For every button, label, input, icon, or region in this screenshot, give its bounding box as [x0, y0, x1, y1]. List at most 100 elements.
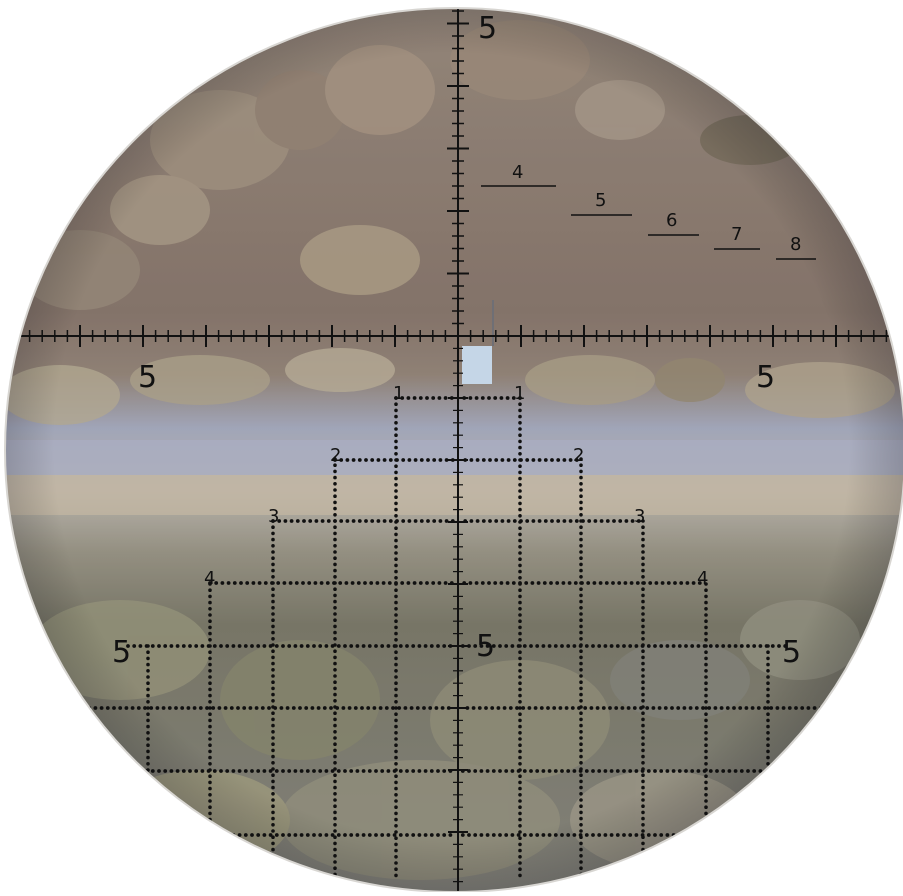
grid-dot: [163, 644, 168, 648]
grid-dot: [628, 769, 633, 773]
grid-dot: [518, 675, 522, 679]
grid-dot: [493, 396, 498, 400]
grid-dot: [611, 581, 615, 585]
grid-dot: [641, 575, 645, 579]
grid-dot: [518, 613, 522, 617]
grid-dot: [518, 464, 522, 469]
grid-dot: [413, 519, 418, 523]
grid-dot: [732, 706, 736, 710]
grid-dot: [279, 706, 284, 710]
grid-dot: [499, 581, 504, 585]
grid-dot: [560, 644, 564, 648]
grid-dot: [562, 519, 567, 523]
grid-dot: [394, 786, 398, 791]
grid-dot: [657, 706, 662, 710]
grid-dot: [394, 476, 398, 481]
grid-dot: [579, 519, 583, 523]
grid-dot: [632, 706, 637, 710]
grid-dot: [591, 833, 595, 837]
grid-dot: [579, 488, 583, 492]
center-lower-label: 5: [476, 629, 495, 664]
grid-dot: [641, 773, 645, 778]
grid-dot: [271, 742, 275, 747]
grid-dot: [333, 823, 337, 827]
grid-dot: [473, 644, 478, 648]
grid-dot: [163, 769, 168, 773]
grid-dot: [333, 469, 337, 474]
grid-dot: [530, 581, 535, 585]
grid-dot: [333, 482, 337, 486]
grid-dot: [386, 833, 391, 837]
grid-dot: [248, 706, 253, 710]
grid-dot: [641, 525, 645, 530]
holdover-label-6: 6: [666, 210, 677, 231]
grid-dot: [146, 768, 150, 772]
grid-dot: [333, 587, 337, 592]
grid-dot: [688, 706, 693, 710]
grid-dot: [146, 687, 150, 692]
grid-dot: [394, 588, 398, 593]
grid-dot: [552, 706, 557, 710]
grid-dot: [146, 712, 150, 717]
grid-dot: [579, 854, 583, 858]
grid-dot: [498, 644, 502, 648]
grid-dot: [394, 551, 398, 555]
grid-dot: [653, 833, 657, 837]
grid-dot: [670, 706, 674, 710]
grid-dot: [561, 581, 566, 585]
grid-dot: [769, 706, 774, 710]
grid-dot: [271, 723, 275, 728]
grid-dot: [442, 769, 447, 773]
grid-dot: [579, 463, 583, 468]
top-label: 5: [478, 11, 497, 46]
grid-dot: [641, 668, 645, 672]
grid-dot: [579, 674, 583, 678]
grid-dot: [487, 581, 491, 585]
grid-dot: [641, 736, 645, 740]
grid-dot: [485, 644, 490, 648]
grid-dot: [725, 706, 730, 710]
grid-dot: [426, 458, 430, 462]
grid-dot: [531, 519, 536, 523]
grid-dot: [704, 650, 708, 655]
grid-dot: [339, 458, 344, 462]
grid-dot: [518, 687, 522, 692]
grid-dot: [641, 630, 645, 635]
grid-dot: [609, 769, 614, 773]
grid-dot: [175, 769, 180, 773]
grid-dot: [181, 644, 186, 648]
grid-dot: [467, 833, 471, 837]
grid-dot: [208, 731, 212, 735]
grid-dot: [574, 458, 579, 462]
grid-dot: [361, 644, 366, 648]
grid-dot: [394, 439, 398, 444]
grid-dot: [484, 706, 488, 710]
grid-dot: [422, 706, 426, 710]
grid-dot: [276, 581, 281, 585]
grid-dot: [641, 810, 645, 815]
grid-dot: [274, 769, 279, 773]
grid-dot: [223, 706, 228, 710]
grid-dot: [715, 644, 719, 648]
grid-dot: [641, 562, 645, 567]
grid-dot: [333, 575, 337, 579]
grid-dot: [146, 762, 150, 766]
grid-dot: [591, 644, 595, 648]
grid-dot: [146, 724, 150, 729]
grid-dot: [349, 769, 354, 773]
grid-dot: [691, 581, 696, 585]
grid-dot: [704, 594, 708, 599]
grid-dot: [361, 769, 366, 773]
grid-dot: [518, 538, 522, 543]
grid-dot: [579, 618, 583, 623]
grid-dot: [535, 833, 540, 837]
grid-dot: [547, 833, 552, 837]
grid-dot: [697, 581, 702, 585]
grid-dot: [256, 644, 261, 648]
grid-dot: [394, 755, 398, 760]
grid-dot: [333, 847, 337, 852]
grid-dot: [579, 544, 583, 548]
grid-dot: [274, 644, 279, 648]
grid-dot: [394, 489, 398, 493]
grid-dot: [436, 769, 440, 773]
